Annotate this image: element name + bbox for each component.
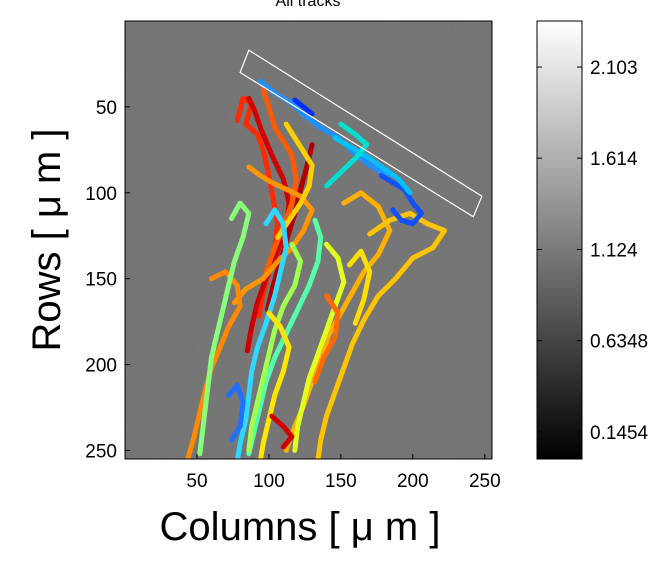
- track-6: [275, 121, 315, 240]
- track-20: [324, 121, 370, 189]
- track-21: [226, 382, 246, 443]
- colorbar-tick-label: 1.614: [590, 149, 638, 170]
- track-16: [257, 78, 390, 179]
- colorbar-gradient: [536, 20, 583, 460]
- y-tick-label: 200: [85, 356, 117, 377]
- track-14: [258, 310, 292, 459]
- y-tick-label: 250: [85, 441, 117, 462]
- x-axis-label: Columns [ μ m ]: [160, 505, 441, 549]
- track-18: [378, 173, 424, 227]
- y-tick-label: 50: [96, 98, 117, 119]
- track-13: [246, 241, 304, 453]
- x-axis: 50 100 150 200 250: [186, 454, 501, 492]
- track-17: [292, 97, 315, 117]
- x-tick-label: 100: [253, 471, 285, 492]
- track-24: [347, 248, 373, 326]
- track-15: [292, 241, 347, 453]
- colorbar-tick-label: 0.1454: [590, 423, 649, 444]
- y-axis: 50 100 150 200 250: [85, 98, 130, 462]
- track-10: [197, 200, 252, 457]
- y-tick-label: 100: [85, 184, 117, 205]
- y-tick-label: 150: [85, 270, 117, 291]
- colorbar: 0.1454 0.6348 1.124 1.614 2.103: [536, 20, 649, 460]
- track-12: [246, 217, 324, 457]
- track-11: [235, 207, 289, 459]
- colorbar-ticks: 0.1454 0.6348 1.124 1.614 2.103: [537, 58, 649, 444]
- tracks-layer: [185, 78, 447, 459]
- x-tick-label: 50: [186, 471, 207, 492]
- chart-title: All tracks: [276, 0, 341, 10]
- track-23: [312, 293, 341, 385]
- colorbar-tick-label: 0.6348: [590, 332, 648, 353]
- colorbar-tick-label: 1.124: [590, 241, 638, 262]
- plot-area: [124, 20, 493, 460]
- track-9: [185, 269, 243, 459]
- track-22: [269, 413, 295, 450]
- y-axis-label: Rows [ μ m ]: [25, 128, 69, 351]
- x-tick-label: 150: [325, 471, 357, 492]
- x-tick-label: 250: [469, 471, 501, 492]
- colorbar-tick-label: 2.103: [590, 58, 638, 79]
- roi-rectangle: [239, 49, 483, 218]
- x-tick-label: 200: [397, 471, 429, 492]
- track-19: [332, 135, 413, 196]
- plot-frame: [124, 20, 493, 460]
- track-3: [265, 142, 315, 313]
- cell-outline-shadow: [190, 60, 480, 459]
- track-5: [231, 164, 315, 306]
